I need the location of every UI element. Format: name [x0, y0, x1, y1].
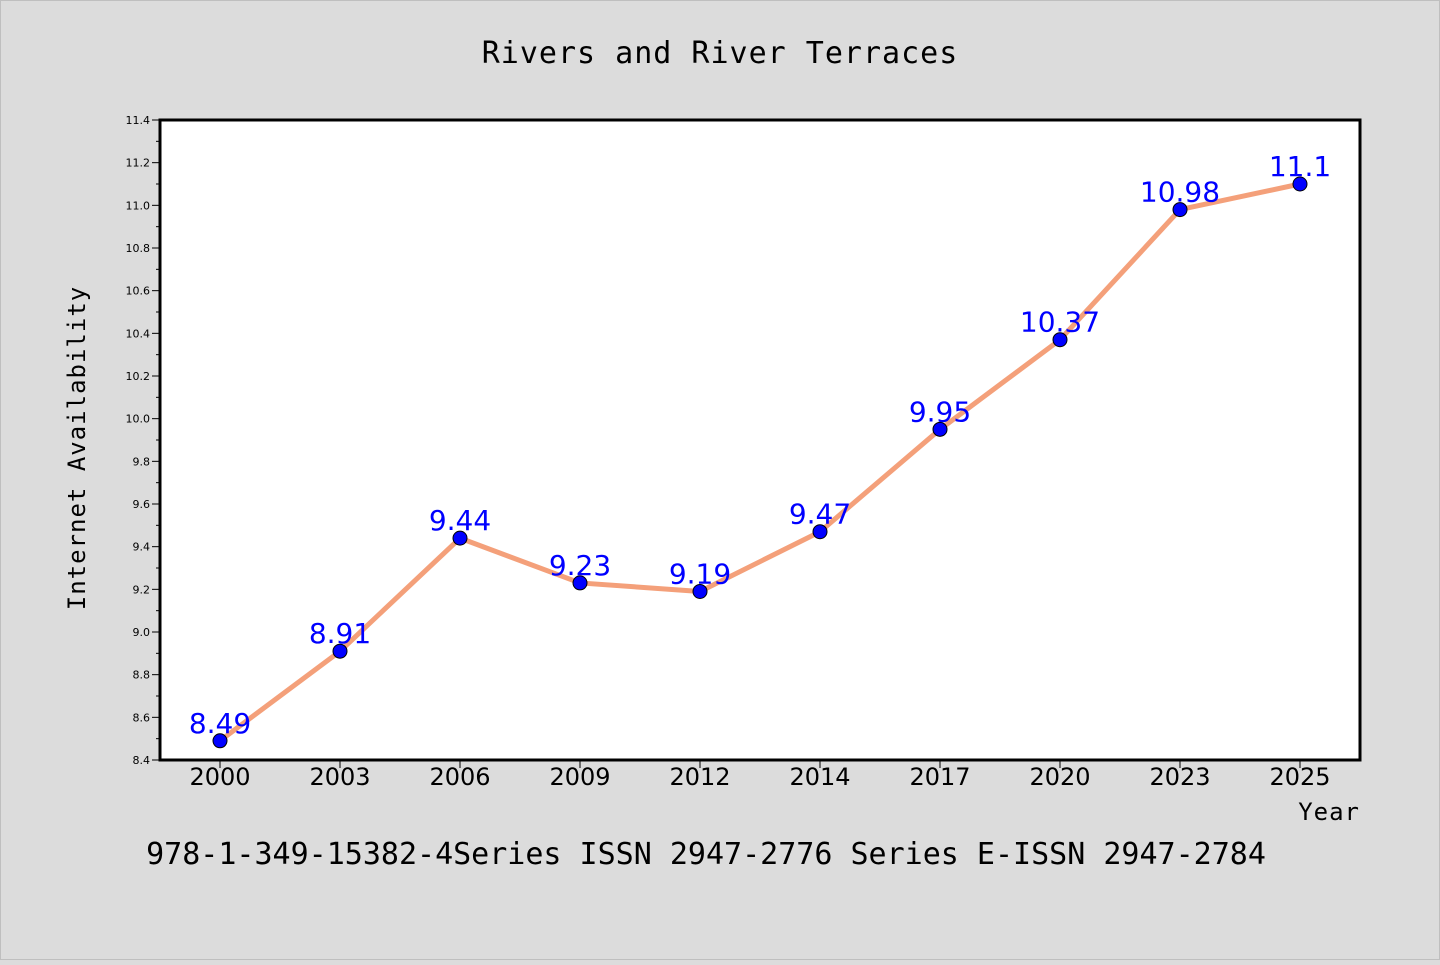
data-point-marker [1172, 202, 1188, 218]
data-label: 9.95 [909, 395, 971, 428]
x-tick-label: 2012 [669, 763, 730, 791]
data-point-marker [332, 643, 348, 659]
data-label: 10.37 [1020, 306, 1100, 339]
y-tick-label: 11.0 [126, 199, 151, 212]
y-tick-label: 8.8 [133, 669, 151, 682]
data-point-marker [812, 524, 828, 540]
data-point-marker [692, 583, 708, 599]
y-tick-label: 9.2 [133, 583, 151, 596]
y-tick-label: 10.8 [126, 242, 151, 255]
y-tick-label: 10.6 [126, 285, 151, 298]
x-tick-label: 2025 [1269, 763, 1330, 791]
x-tick-label: 2003 [309, 763, 370, 791]
y-tick-label: 9.0 [133, 626, 151, 639]
series-line [217, 181, 1303, 744]
series-lines [217, 181, 1303, 744]
y-tick-label: 8.6 [133, 711, 151, 724]
x-tick-label: 2023 [1149, 763, 1210, 791]
y-tick-label: 11.4 [126, 114, 151, 127]
x-tick-label: 2006 [429, 763, 490, 791]
data-point-marker [1052, 332, 1068, 348]
y-tick-label: 9.8 [133, 455, 151, 468]
data-label: 8.49 [189, 707, 251, 740]
data-point-marker [1292, 176, 1308, 192]
x-axis-label: Year [1298, 798, 1360, 826]
y-tick-label: 8.4 [133, 754, 151, 767]
data-point-marker [212, 733, 228, 749]
x-tick-label: 2014 [789, 763, 850, 791]
y-tick-label: 10.0 [126, 413, 151, 426]
data-labels: 8.49 8.91 9.44 9.23 9.19 9.47 9.95 10.37 10.98 11… [189, 150, 1331, 740]
data-label: 9.47 [789, 498, 851, 531]
data-label: 9.23 [549, 549, 611, 582]
y-tick-label: 11.2 [126, 157, 151, 170]
data-label: 9.19 [669, 557, 731, 590]
x-axis-ticks: 2000 2003 2006 2009 2012 2014 2017 2020 2023 2025 [189, 760, 1331, 791]
data-point-marker [572, 575, 588, 591]
data-label: 10.98 [1140, 176, 1220, 209]
y-tick-label: 10.2 [126, 370, 151, 383]
data-label: 8.91 [309, 617, 371, 650]
data-point-marker [932, 421, 948, 437]
y-axis-label: Internet Availability [63, 286, 91, 610]
plot-area [160, 120, 1360, 760]
x-tick-label: 2020 [1029, 763, 1090, 791]
plot-frame [158, 118, 1362, 762]
x-tick-label: 2017 [909, 763, 970, 791]
x-tick-label: 2000 [189, 763, 250, 791]
x-tick-label: 2009 [549, 763, 610, 791]
y-tick-label: 9.6 [133, 498, 151, 511]
series-markers [212, 176, 1308, 749]
footer-isbn-text: 978-1-349-15382-4Series ISSN 2947-2776 S… [146, 837, 1266, 872]
data-point-marker [452, 530, 468, 546]
chart-title: Rivers and River Terraces [482, 36, 959, 71]
y-tick-label: 10.4 [126, 327, 151, 340]
data-label: 11.1 [1269, 150, 1331, 183]
data-label: 9.44 [429, 504, 491, 537]
y-tick-label: 9.4 [133, 541, 151, 554]
